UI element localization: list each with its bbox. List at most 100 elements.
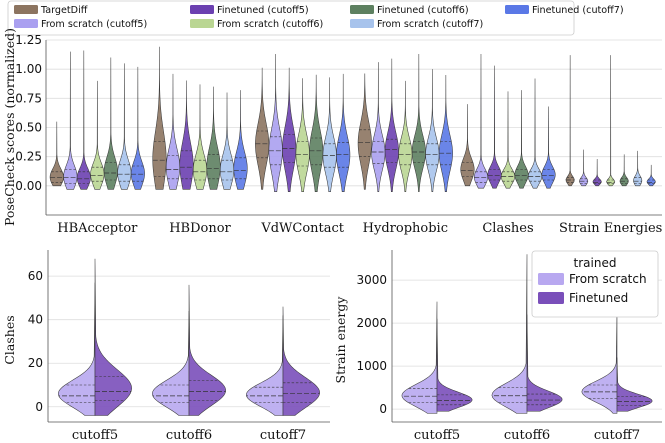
top-violin-scratch6 — [398, 80, 413, 192]
bottom-category-label: cutoff6 — [504, 428, 550, 443]
clashes-plot-ylabel: Clashes — [2, 315, 17, 364]
top-category-label: VdWContact — [260, 221, 344, 236]
bottom-ytick-label: 60 — [28, 269, 43, 283]
top-category-label: Hydrophobic — [363, 221, 448, 236]
bottom-ytick-label: 2000 — [356, 316, 387, 330]
top-violin-scratch5 — [63, 51, 78, 190]
top-violin-TargetDiff — [49, 121, 64, 187]
split-violin-trainedScratch — [581, 310, 618, 414]
legend-label-fine6: Finetuned (cutoff6) — [377, 5, 469, 16]
bottom-ytick-label: 40 — [28, 313, 43, 327]
top-violin-fine5 — [384, 58, 399, 192]
top-violin-fine7 — [130, 66, 145, 190]
top-violin-scratch5 — [579, 149, 589, 187]
top-ytick-label: 1.00 — [15, 62, 42, 76]
split-violin-trainedScratch — [246, 315, 284, 416]
legend-label-from-scratch: From scratch — [569, 272, 647, 286]
top-plot-ylabel: PoseCheck scores (normalized) — [2, 28, 17, 226]
top-violin-scratch7 — [633, 150, 643, 187]
split-violin-trainedFine — [526, 314, 563, 412]
legend-label-scratch6: From scratch (cutoff6) — [217, 19, 323, 30]
legend-swatch-fine6 — [350, 5, 374, 14]
legend-label-fine7: Finetuned (cutoff7) — [532, 5, 624, 16]
legend-swatch-targetdiff — [14, 5, 38, 14]
top-legend-frame — [7, 0, 575, 36]
bottom-ytick-label: 1000 — [356, 359, 387, 373]
top-ytick-label: 0.50 — [15, 121, 42, 135]
legend-swatch-scratch5 — [14, 19, 38, 28]
top-violin-TargetDiff — [565, 55, 575, 187]
top-violin-fine5 — [487, 65, 502, 189]
split-violin-trainedFine — [436, 318, 473, 412]
top-ytick-label: 0.75 — [15, 91, 42, 105]
trained-legend-title: trained — [574, 256, 617, 270]
top-violin-fine7 — [541, 106, 556, 189]
top-violin-fine6 — [103, 57, 118, 190]
top-violin-scratch7 — [219, 92, 235, 190]
top-violin-fine6 — [309, 74, 324, 192]
top-violin-fine6 — [411, 53, 426, 192]
bottom-ytick-label: 3000 — [356, 273, 387, 287]
top-violin-scratch7 — [322, 77, 337, 192]
bottom-ytick-label: 0 — [35, 400, 43, 414]
bottom-ytick-label: 0 — [379, 402, 387, 416]
top-violin-fine7 — [233, 90, 248, 190]
legend-label-scratch5: From scratch (cutoff5) — [41, 19, 147, 30]
top-violin-TargetDiff — [152, 46, 167, 190]
top-violin-scratch5 — [473, 53, 489, 189]
bottom-category-label: cutoff7 — [260, 428, 306, 443]
top-violin-scratch7 — [425, 69, 440, 192]
legend-swatch-fine5 — [190, 5, 214, 14]
split-violin-trainedFine — [188, 284, 226, 416]
top-violin-TargetDiff — [255, 67, 270, 190]
top-violin-scratch6 — [295, 78, 310, 192]
top-ytick-label: 1.25 — [15, 33, 42, 47]
top-legend: TargetDiff From scratch (cutoff5) Finetu… — [7, 0, 624, 36]
top-violin-fine5 — [592, 159, 602, 187]
legend-swatch-scratch6 — [190, 19, 214, 28]
legend-label-scratch7: From scratch (cutoff7) — [377, 19, 483, 30]
top-violin-scratch7 — [117, 63, 132, 190]
top-violin-fine5 — [282, 67, 297, 192]
legend-swatch-finetuned — [538, 292, 564, 304]
top-violin-scratch5 — [268, 53, 283, 192]
top-violin-fine6 — [206, 86, 221, 190]
bottom-category-label: cutoff6 — [166, 428, 212, 443]
legend-swatch-scratch7 — [350, 19, 374, 28]
top-ytick-label: 0.25 — [15, 150, 42, 164]
strain-split-violin-plot: 0 1000 2000 3000 cutoff5 cutoff6 cutoff7 — [356, 250, 662, 443]
top-violin-scratch6 — [192, 84, 208, 190]
legend-label-fine5: Finetuned (cutoff5) — [217, 5, 309, 16]
top-violin-scratch5 — [165, 73, 181, 190]
top-category-label: HBAcceptor — [57, 221, 138, 236]
top-ytick-label: 0.00 — [15, 179, 42, 193]
top-violin-scratch6 — [500, 91, 516, 189]
top-violin-fine7 — [336, 73, 351, 192]
legend-label-targetdiff: TargetDiff — [40, 5, 88, 16]
top-violin-TargetDiff — [357, 73, 372, 190]
top-violin-fine6 — [619, 154, 629, 187]
top-category-label: Clashes — [482, 221, 533, 236]
trained-legend: trained From scratch Finetuned — [531, 250, 659, 318]
top-violin-scratch6 — [90, 80, 105, 190]
top-violin-scratch6 — [606, 55, 616, 187]
bottom-category-label: cutoff5 — [72, 428, 118, 443]
split-violin-trainedFine — [616, 357, 653, 412]
strain-plot-ylabel: Strain energy — [333, 296, 348, 384]
legend-label-finetuned: Finetuned — [569, 291, 628, 305]
split-violin-trainedScratch — [491, 254, 528, 414]
top-category-label: Strain Energies — [559, 221, 662, 236]
top-violin-scratch7 — [527, 78, 543, 189]
split-violin-trainedFine — [282, 306, 320, 416]
top-violin-fine6 — [514, 90, 529, 189]
split-violin-trainedFine — [94, 258, 132, 416]
clashes-split-violin-plot: 0 20 40 60 cutoff5 cutoff6 cutoff7 — [28, 250, 330, 443]
top-violin-scratch5 — [371, 62, 386, 192]
top-category-label: HBDonor — [169, 221, 231, 236]
top-violin-TargetDiff — [460, 104, 475, 187]
top-violin-plot: 0.00 0.25 0.50 0.75 1.00 1.25 HBAcceptor HBDono… — [15, 33, 662, 236]
top-violin-fine7 — [646, 164, 656, 187]
legend-swatch-from-scratch — [538, 273, 564, 285]
legend-swatch-fine7 — [505, 5, 529, 14]
